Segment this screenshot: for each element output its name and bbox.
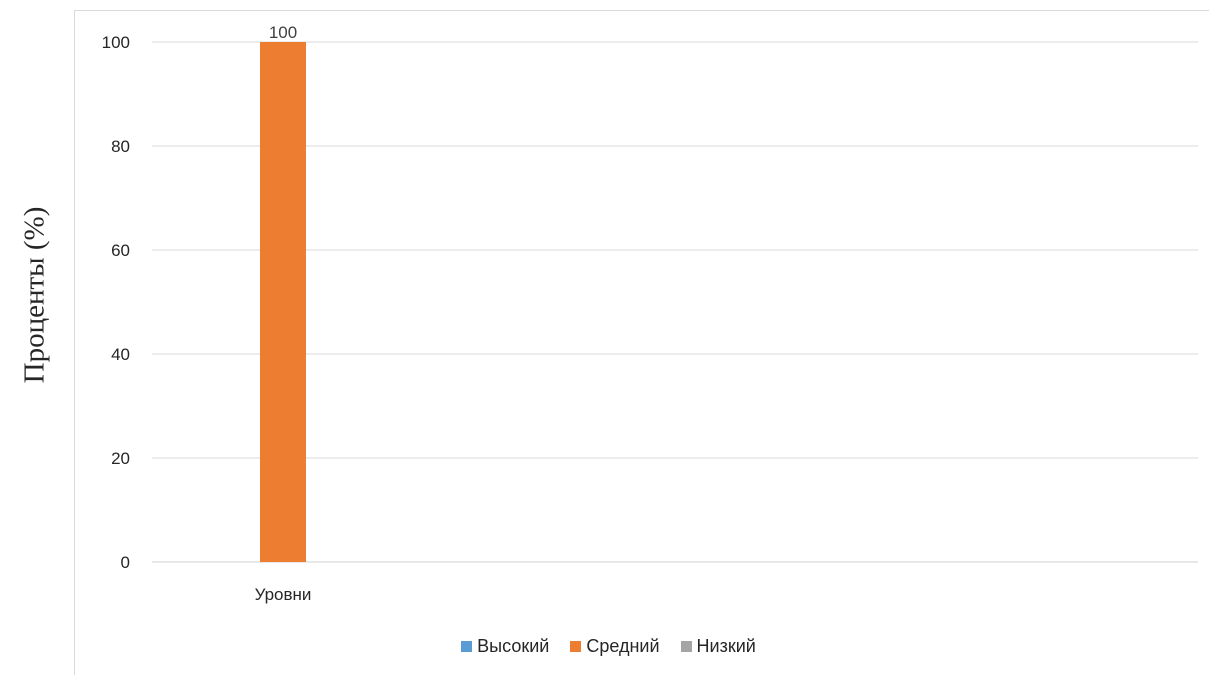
legend-swatch-medium	[570, 641, 582, 652]
legend: Высокий Средний Низкий	[0, 636, 1217, 657]
legend-label-medium: Средний	[586, 636, 660, 656]
y-tick-label: 20	[111, 449, 130, 468]
y-tick-label: 80	[111, 137, 130, 156]
bar-medium	[260, 42, 306, 562]
x-category-label: Уровни	[255, 585, 312, 604]
data-label: 100	[269, 23, 297, 42]
legend-swatch-high	[461, 641, 473, 652]
chart-frame	[74, 10, 1209, 675]
y-tick-label: 60	[111, 241, 130, 260]
legend-item-medium: Средний	[570, 636, 660, 657]
y-tick-label: 100	[102, 33, 130, 52]
legend-item-high: Высокий	[461, 636, 549, 657]
y-tick-label: 0	[121, 553, 130, 572]
legend-label-low: Низкий	[696, 636, 756, 656]
legend-swatch-low	[680, 641, 692, 652]
legend-item-low: Низкий	[680, 636, 756, 657]
legend-label-high: Высокий	[477, 636, 550, 656]
y-tick-label: 40	[111, 345, 130, 364]
